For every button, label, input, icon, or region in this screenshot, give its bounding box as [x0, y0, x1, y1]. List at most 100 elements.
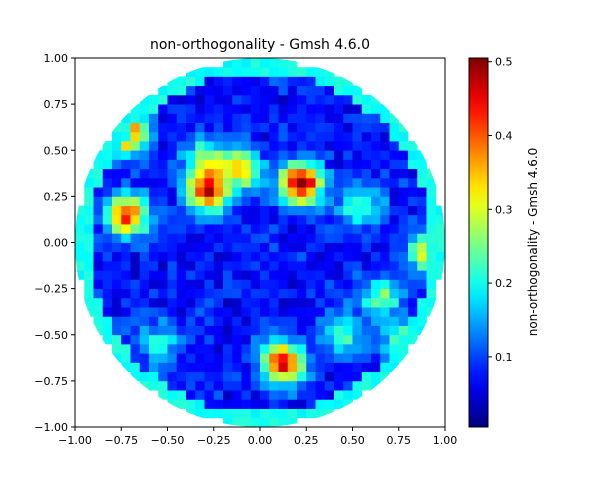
- mesh-cell: [426, 260, 437, 271]
- mesh-cell: [121, 343, 131, 354]
- mesh-cell: [232, 85, 242, 96]
- mesh-cell: [213, 371, 224, 382]
- mesh-cell: [121, 196, 131, 206]
- mesh-cell: [389, 353, 400, 363]
- mesh-cell: [315, 122, 326, 133]
- mesh-cell: [186, 297, 196, 308]
- mesh-cell: [297, 122, 307, 133]
- mesh-cell: [398, 177, 409, 188]
- mesh-cell: [241, 371, 252, 382]
- mesh-cell: [287, 131, 298, 142]
- mesh-cell: [167, 334, 178, 345]
- mesh-cell: [213, 150, 224, 160]
- mesh-cell: [112, 242, 122, 253]
- mesh-cell: [176, 316, 187, 326]
- mesh-cell: [204, 343, 215, 354]
- mesh-cell: [139, 177, 150, 188]
- mesh-cell: [176, 196, 187, 206]
- mesh-cell: [278, 408, 289, 419]
- mesh-cell: [287, 343, 298, 354]
- mesh-cell: [149, 279, 159, 290]
- mesh-cell: [389, 224, 400, 234]
- mesh-cell: [102, 233, 113, 243]
- mesh-cell: [278, 390, 289, 400]
- mesh-cell: [167, 205, 178, 216]
- mesh-cell: [75, 242, 85, 253]
- mesh-cell: [158, 251, 168, 262]
- mesh-cell: [167, 113, 178, 123]
- mesh-cell: [241, 233, 252, 243]
- mesh-cell: [167, 399, 178, 409]
- mesh-cell: [435, 251, 445, 262]
- mesh-cell: [250, 270, 261, 280]
- mesh-cell: [167, 177, 178, 188]
- mesh-cell: [186, 196, 196, 206]
- mesh-cell: [315, 131, 326, 142]
- mesh-cell: [278, 380, 289, 391]
- mesh-cell: [380, 233, 390, 243]
- mesh-cell: [269, 270, 279, 280]
- mesh-cell: [426, 242, 437, 253]
- mesh-cell: [241, 58, 252, 68]
- mesh-cell: [408, 242, 418, 253]
- mesh-cell: [278, 325, 289, 336]
- mesh-cell: [389, 177, 400, 188]
- mesh-cell: [167, 131, 178, 142]
- mesh-cell: [315, 371, 326, 382]
- mesh-cell: [361, 325, 372, 336]
- mesh-cell: [112, 131, 122, 142]
- mesh-cell: [158, 94, 168, 105]
- mesh-cell: [306, 390, 316, 400]
- mesh-cell: [315, 177, 326, 188]
- mesh-cell: [334, 260, 344, 271]
- mesh-cell: [398, 297, 409, 308]
- mesh-cell: [195, 141, 205, 151]
- mesh-cell: [380, 270, 390, 280]
- mesh-cell: [361, 316, 372, 326]
- mesh-cell: [167, 325, 178, 336]
- mesh-cell: [269, 187, 279, 197]
- mesh-cell: [250, 122, 261, 133]
- mesh-cell: [417, 279, 427, 290]
- mesh-cell: [176, 353, 187, 363]
- mesh-cell: [93, 205, 104, 216]
- mesh-cell: [149, 150, 159, 160]
- mesh-cell: [361, 288, 372, 299]
- mesh-cell: [352, 177, 363, 188]
- mesh-cell: [204, 251, 215, 262]
- mesh-cell: [186, 150, 196, 160]
- mesh-cell: [380, 214, 390, 225]
- mesh-cell: [278, 260, 289, 271]
- mesh-cell: [269, 242, 279, 253]
- mesh-cell: [167, 288, 178, 299]
- mesh-cell: [130, 343, 141, 354]
- mesh-cell: [223, 390, 233, 400]
- mesh-cell: [426, 270, 437, 280]
- mesh-cell: [371, 141, 381, 151]
- mesh-cell: [195, 122, 205, 133]
- mesh-cell: [315, 353, 326, 363]
- mesh-cell: [130, 325, 141, 336]
- mesh-cell: [93, 316, 104, 326]
- mesh-cell: [204, 242, 215, 253]
- mesh-cell: [223, 260, 233, 271]
- mesh-cell: [213, 279, 224, 290]
- mesh-cell: [167, 104, 178, 114]
- mesh-cell: [398, 260, 409, 271]
- mesh-cell: [297, 362, 307, 373]
- mesh-cell: [130, 316, 141, 326]
- mesh-cell: [352, 122, 363, 133]
- mesh-cell: [232, 196, 242, 206]
- mesh-cell: [398, 122, 409, 133]
- mesh-cell: [315, 104, 326, 114]
- mesh-cell: [408, 334, 418, 345]
- mesh-cell: [343, 224, 353, 234]
- mesh-cell: [315, 113, 326, 123]
- mesh-cell: [297, 196, 307, 206]
- mesh-cell: [269, 371, 279, 382]
- mesh-cell: [223, 343, 233, 354]
- mesh-cell: [139, 131, 150, 142]
- mesh-cell: [241, 76, 252, 87]
- mesh-cell: [130, 288, 141, 299]
- mesh-cell: [260, 58, 270, 68]
